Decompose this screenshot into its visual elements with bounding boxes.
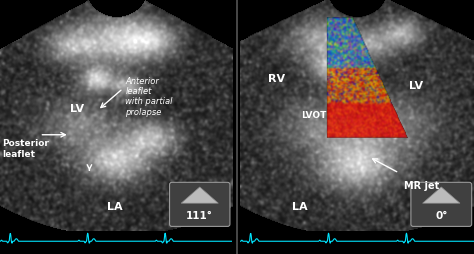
Polygon shape bbox=[423, 187, 460, 203]
Text: LV: LV bbox=[409, 81, 423, 91]
Polygon shape bbox=[181, 187, 219, 203]
Text: LV: LV bbox=[70, 104, 84, 114]
Text: LVOT: LVOT bbox=[301, 111, 327, 120]
Text: LA: LA bbox=[107, 201, 122, 211]
Text: LA: LA bbox=[292, 201, 307, 211]
Text: Posterior
leaflet: Posterior leaflet bbox=[2, 139, 49, 158]
FancyBboxPatch shape bbox=[170, 183, 230, 227]
Text: MR jet: MR jet bbox=[404, 180, 439, 190]
FancyBboxPatch shape bbox=[411, 183, 472, 227]
Text: RV: RV bbox=[268, 74, 285, 84]
Text: 0°: 0° bbox=[435, 210, 447, 220]
Text: 111°: 111° bbox=[186, 210, 213, 220]
Text: Anterior
leaflet
with partial
prolapse: Anterior leaflet with partial prolapse bbox=[126, 76, 173, 116]
